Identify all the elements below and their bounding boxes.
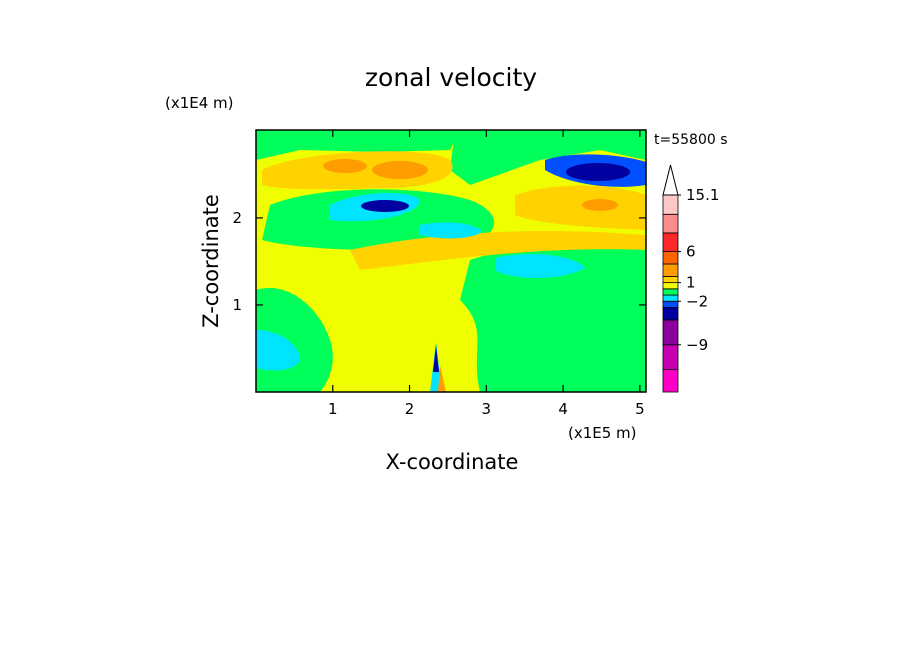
- contour-region: [420, 222, 482, 239]
- colorbar-segment: [662, 307, 679, 321]
- contour-region: [566, 163, 630, 181]
- chart-title: zonal velocity: [365, 63, 537, 92]
- x-unit: (x1E5 m): [568, 424, 637, 442]
- contour-region: [372, 161, 428, 179]
- colorbar-segment: [662, 194, 679, 215]
- contour-region: [450, 130, 646, 185]
- colorbar-segment: [662, 300, 679, 308]
- y-axis-label: Z-coordinate: [199, 194, 223, 328]
- colorbar-segment: [662, 232, 679, 252]
- colorbar-tick-label: 1: [686, 274, 696, 292]
- contour-region: [256, 130, 460, 160]
- contour-region: [460, 245, 646, 392]
- colorbar-segment: [662, 276, 679, 284]
- contour-region: [438, 365, 446, 392]
- plot-frame: [255, 129, 647, 393]
- colorbar-extension: [662, 164, 679, 196]
- x-tick-label: 5: [635, 400, 645, 418]
- contour-region: [361, 200, 409, 212]
- colorbar-segment: [662, 282, 679, 290]
- contour-region: [350, 230, 646, 270]
- x-tick-label: 3: [482, 400, 492, 418]
- y-tick-label: 2: [232, 209, 242, 227]
- contour-region: [582, 199, 618, 211]
- colorbar-segment: [662, 251, 679, 265]
- contour-field: [256, 130, 646, 392]
- contour-region: [256, 330, 300, 371]
- colorbar-segment: [662, 263, 679, 277]
- x-tick-label: 2: [405, 400, 415, 418]
- colorbar-segment: [662, 288, 679, 296]
- colorbar-tick-label: 15.1: [686, 186, 719, 204]
- y-tick-label: 1: [232, 296, 242, 314]
- contour-region: [323, 159, 367, 173]
- contour-region: [515, 185, 646, 230]
- colorbar-tick-label: −2: [686, 292, 708, 310]
- x-tick-label: 4: [558, 400, 568, 418]
- colorbar-segment: [662, 319, 679, 346]
- colorbar-tick-label: −9: [686, 336, 708, 354]
- colorbar-segment: [662, 369, 679, 393]
- annotation: t=55800 s: [654, 132, 728, 148]
- colorbar-segment: [662, 344, 679, 371]
- x-tick-label: 1: [328, 400, 338, 418]
- contour-region: [495, 254, 585, 278]
- y-unit: (x1E4 m): [165, 94, 234, 112]
- colorbar-segment: [662, 294, 679, 302]
- colorbar-segment: [662, 213, 679, 234]
- contour-region: [433, 345, 439, 372]
- x-axis-label: X-coordinate: [386, 450, 519, 474]
- colorbar-tick-label: 6: [686, 243, 696, 261]
